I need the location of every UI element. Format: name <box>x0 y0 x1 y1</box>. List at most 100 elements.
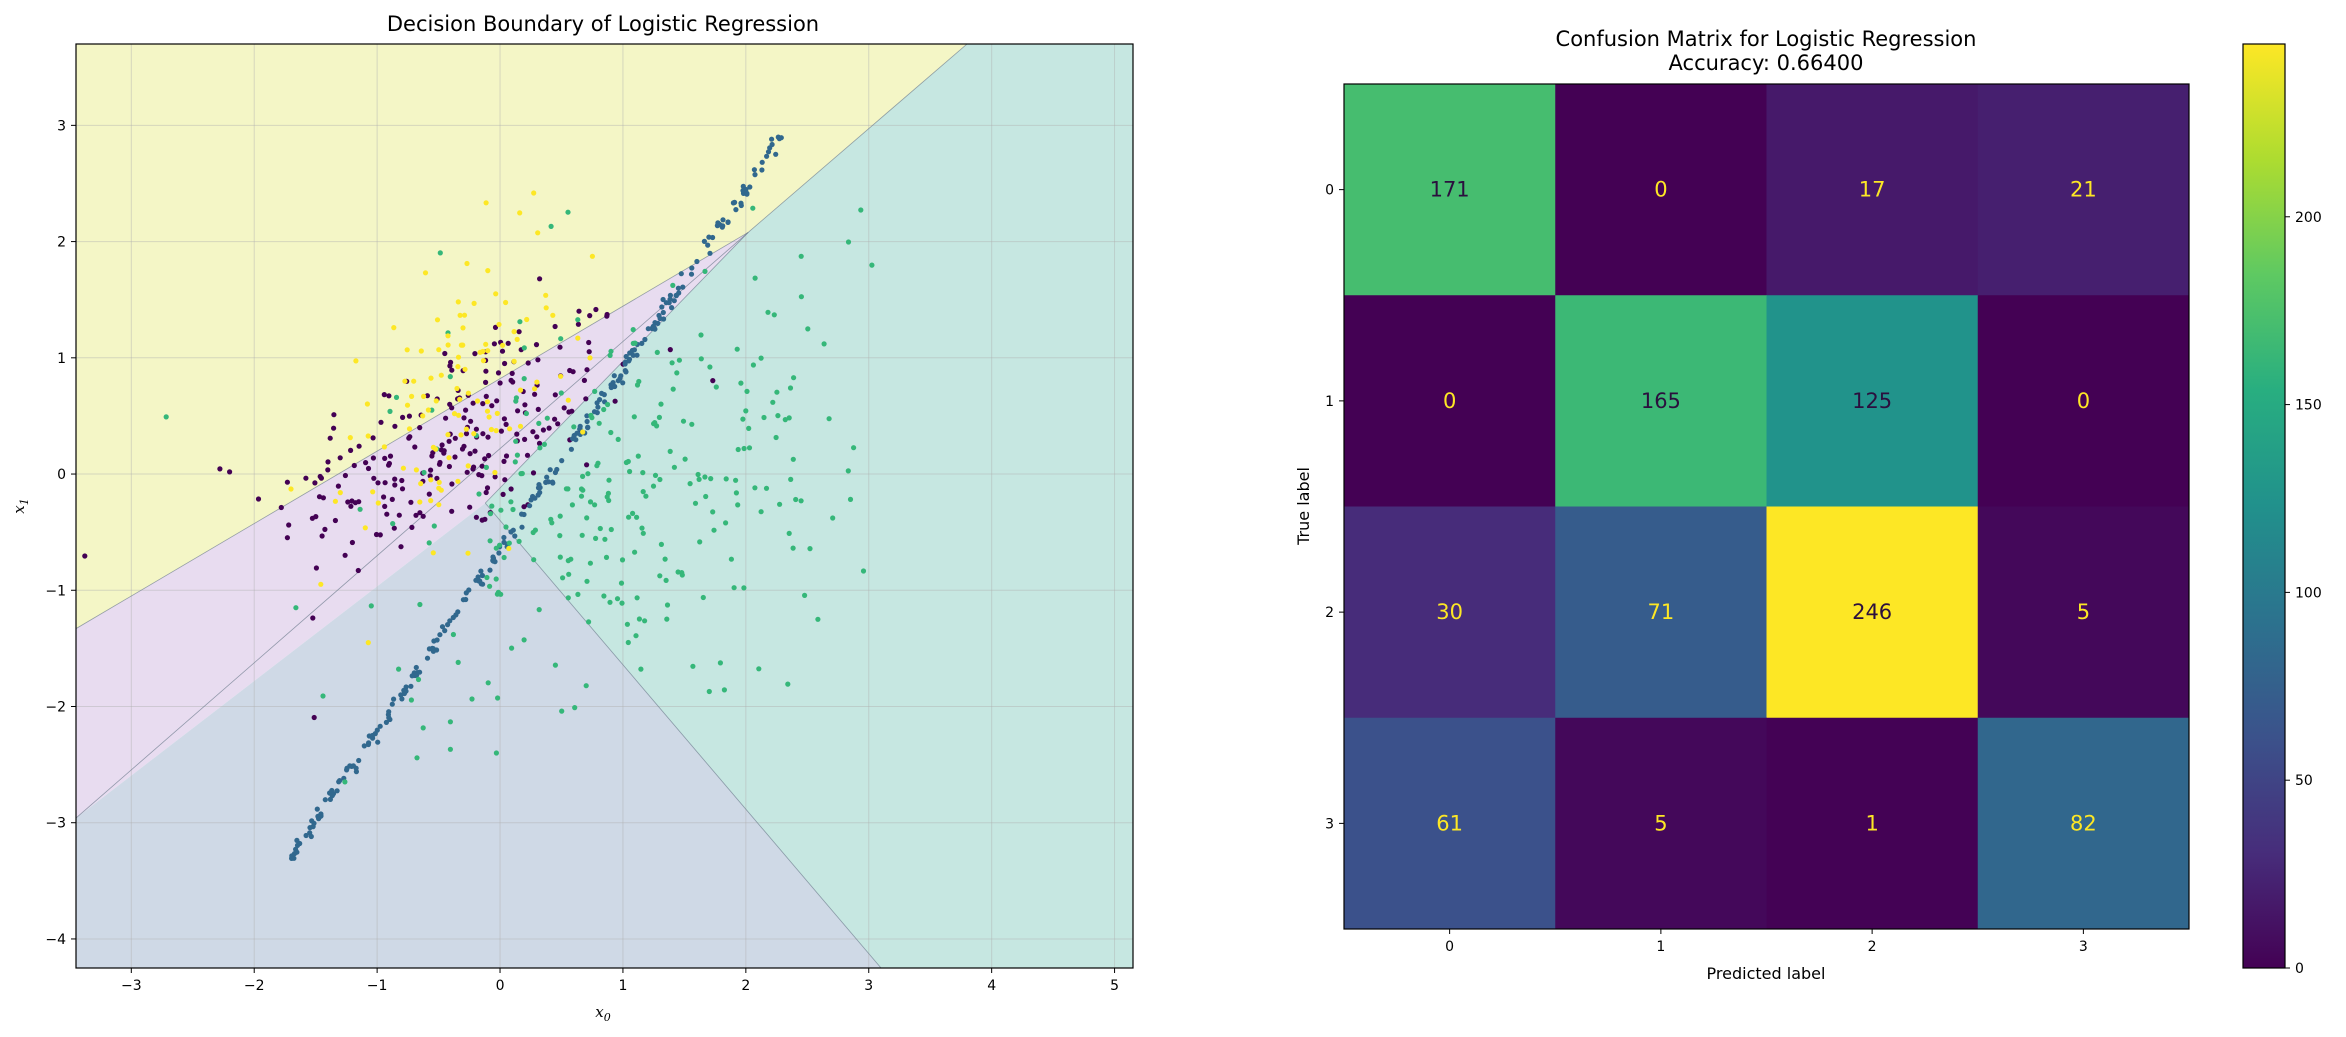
scatter-point-class-2 <box>557 533 563 539</box>
scatter-point-class-1 <box>356 757 362 764</box>
scatter-point-class-2 <box>758 509 764 515</box>
scatter-point-class-3 <box>402 378 408 384</box>
scatter-point-class-1 <box>680 284 686 290</box>
scatter-point-class-0 <box>612 398 618 404</box>
scatter-point-class-0 <box>530 470 537 476</box>
scatter-point-class-0 <box>463 407 469 413</box>
scatter-point-class-3 <box>455 478 461 484</box>
scatter-point-class-3 <box>425 407 431 413</box>
scatter-point-class-0 <box>406 435 412 441</box>
scatter-point-class-2 <box>635 453 641 459</box>
scatter-point-class-0 <box>522 402 528 408</box>
scatter-point-class-2 <box>447 719 453 725</box>
scatter-point-class-2 <box>368 603 374 609</box>
scatter-point-class-0 <box>342 472 348 479</box>
scatter-point-class-0 <box>502 360 508 367</box>
scatter-point-class-2 <box>663 577 669 584</box>
scatter-point-class-2 <box>630 510 636 516</box>
scatter-point-class-0 <box>533 342 540 348</box>
scatter-point-class-0 <box>391 525 397 531</box>
scatter-point-class-3 <box>492 469 498 476</box>
scatter-point-class-1 <box>752 172 758 178</box>
scatter-point-class-0 <box>480 401 486 407</box>
scatter-point-class-1 <box>519 511 525 517</box>
scatter-point-class-0 <box>479 473 485 479</box>
scatter-point-class-0 <box>371 475 377 481</box>
scatter-point-class-0 <box>584 367 590 373</box>
scatter-point-class-3 <box>436 347 442 353</box>
scatter-point-class-2 <box>560 575 566 581</box>
scatter-point-class-2 <box>593 535 599 542</box>
scatter-point-class-3 <box>484 399 491 405</box>
scatter-point-class-2 <box>740 416 746 422</box>
scatter-point-class-2 <box>584 578 590 584</box>
scatter-point-class-3 <box>461 312 468 318</box>
scatter-point-class-2 <box>821 341 827 347</box>
scatter-point-class-2 <box>717 660 724 666</box>
scatter-point-class-2 <box>657 476 663 483</box>
scatter-point-class-2 <box>710 509 716 515</box>
scatter-point-class-2 <box>493 545 499 551</box>
scatter-point-class-0 <box>355 567 361 574</box>
scatter-point-class-2 <box>798 498 804 504</box>
scatter-point-class-1 <box>642 336 648 343</box>
scatter-point-class-3 <box>418 348 424 354</box>
scatter-point-class-0 <box>406 413 412 419</box>
scatter-point-class-1 <box>584 418 590 425</box>
cell-value-label: 125 <box>1852 389 1892 413</box>
scatter-point-class-2 <box>615 436 621 442</box>
scatter-point-class-1 <box>612 383 618 390</box>
scatter-point-class-1 <box>361 743 367 749</box>
scatter-point-class-2 <box>608 526 614 533</box>
matrix-cell <box>1766 717 1979 930</box>
scatter-point-class-1 <box>528 497 534 503</box>
scatter-point-class-2 <box>523 410 530 417</box>
scatter-point-class-3 <box>404 402 411 408</box>
scatter-point-class-0 <box>363 460 369 466</box>
scatter-point-class-0 <box>449 367 455 373</box>
scatter-point-class-1 <box>689 265 695 271</box>
decision-regions <box>76 44 1133 968</box>
scatter-point-class-2 <box>670 282 676 288</box>
scatter-point-class-1 <box>622 361 628 367</box>
scatter-point-class-0 <box>525 360 531 366</box>
y-axis-ticks: −4 −3 −2 −1 0 1 2 3 <box>45 118 76 948</box>
scatter-point-class-3 <box>465 390 471 396</box>
scatter-point-class-2 <box>557 554 563 560</box>
predicted-label-axis-title: Predicted label <box>1707 964 1826 983</box>
scatter-point-class-0 <box>370 435 376 441</box>
scatter-point-class-3 <box>455 364 461 370</box>
scatter-point-class-1 <box>399 696 405 702</box>
scatter-point-class-1 <box>733 207 739 213</box>
scatter-point-class-2 <box>586 619 592 625</box>
scatter-point-class-1 <box>314 806 320 812</box>
x-axis-label: x0 <box>595 1003 610 1024</box>
scatter-point-class-0 <box>320 495 326 501</box>
scatter-point-class-1 <box>764 153 770 159</box>
scatter-point-class-0 <box>505 340 511 346</box>
scatter-point-class-0 <box>552 323 558 330</box>
scatter-point-class-2 <box>662 556 668 562</box>
scatter-point-class-3 <box>332 498 338 504</box>
scatter-point-class-0 <box>400 414 406 420</box>
scatter-point-class-2 <box>636 616 643 622</box>
scatter-point-class-2 <box>579 532 585 538</box>
scatter-point-class-1 <box>550 480 556 486</box>
scatter-point-class-0 <box>499 348 506 354</box>
scatter-point-class-0 <box>459 446 466 452</box>
x-tick-label: −2 <box>244 978 265 994</box>
colorbar-tick-label: 200 <box>2295 210 2322 226</box>
scatter-point-class-0 <box>586 339 592 346</box>
scatter-point-class-1 <box>694 258 700 265</box>
scatter-point-class-2 <box>625 639 631 646</box>
scatter-point-class-1 <box>645 326 651 332</box>
colorbar-ticks: 0 50 100 150 200 <box>2285 210 2322 977</box>
scatter-point-class-1 <box>716 221 723 227</box>
scatter-point-class-1 <box>336 779 342 785</box>
scatter-point-class-2 <box>510 506 516 513</box>
scatter-point-class-2 <box>656 414 663 420</box>
scatter-point-class-0 <box>516 329 522 335</box>
scatter-point-class-2 <box>845 239 852 245</box>
scatter-point-class-2 <box>638 666 644 672</box>
scatter-point-class-2 <box>571 424 577 430</box>
